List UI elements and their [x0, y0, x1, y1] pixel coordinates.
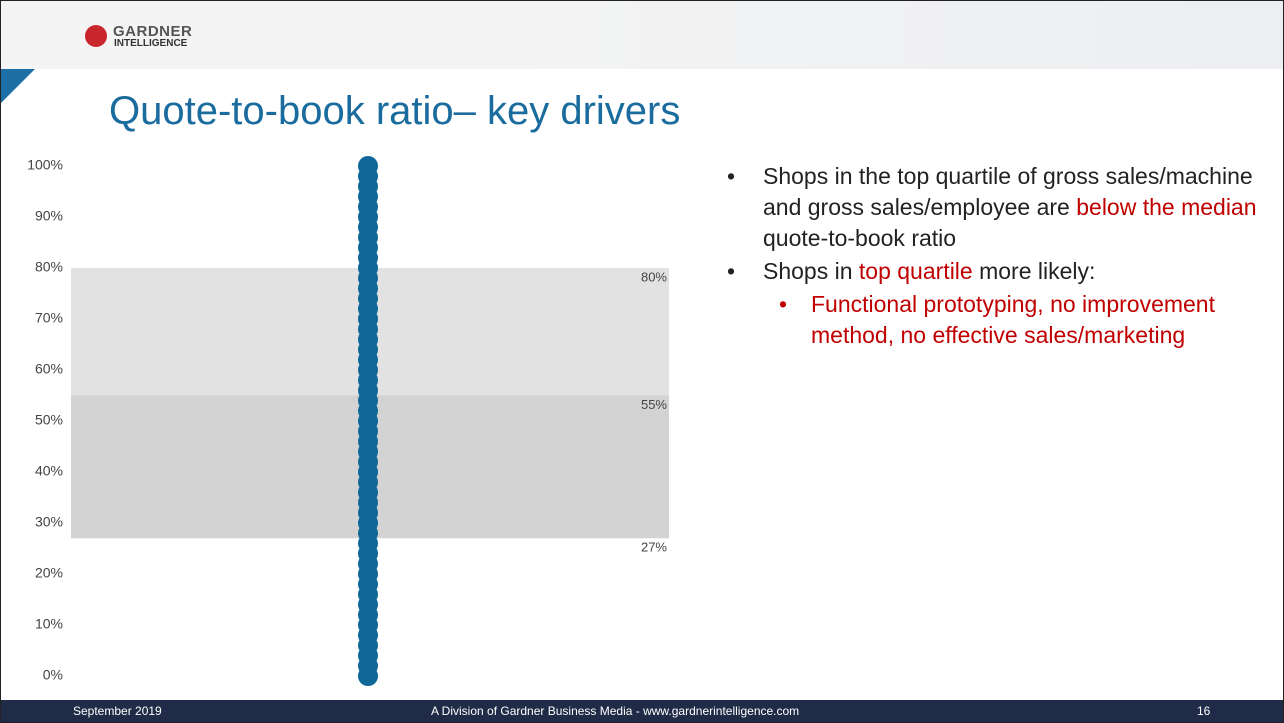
bullet: Shops in top quartile more likely:: [723, 256, 1273, 287]
bullet-text: Functional prototyping, no improvement m…: [811, 291, 1215, 348]
reference-label: 55%: [641, 397, 667, 412]
y-tick-label: 30%: [35, 514, 63, 530]
bullet-list: Shops in the top quartile of gross sales…: [723, 161, 1273, 353]
bullet-text: Shops in: [763, 258, 859, 284]
logo-text: INTELLIGENCE: [114, 38, 188, 49]
footer-text: A Division of Gardner Business Media - w…: [431, 704, 800, 718]
bullet-text: more likely:: [972, 258, 1096, 284]
y-tick-label: 70%: [35, 310, 63, 326]
chart: 80% 55% 27% 0% 10% 20% 30% 40% 50% 60% 70% 80% 90% 10…: [27, 156, 669, 686]
logo-mark: [85, 25, 107, 47]
bullet: Shops in the top quartile of gross sales…: [723, 161, 1273, 254]
y-tick-label: 90%: [35, 208, 63, 224]
bullet-text: Shops in the top quartile of gross sales…: [763, 163, 1253, 220]
footer: September 2019 A Division of Gardner Bus…: [1, 700, 1283, 722]
page-number: 16: [1197, 704, 1211, 718]
bullet-text: below the median: [1076, 194, 1257, 220]
header-band: [1, 1, 1283, 69]
accent-triangle: [1, 69, 35, 103]
y-tick-label: 60%: [35, 361, 63, 377]
y-tick-label: 100%: [27, 157, 63, 173]
y-tick-label: 50%: [35, 412, 63, 428]
dot: [358, 156, 378, 176]
reference-label: 80%: [641, 269, 667, 284]
y-tick-label: 20%: [35, 565, 63, 581]
bullet-text: quote-to-book ratio: [763, 225, 957, 251]
bullet: Functional prototyping, no improvement m…: [723, 289, 1273, 351]
slide-title: Quote-to-book ratio– key drivers: [109, 89, 681, 133]
logo-text: GARDNER: [113, 23, 193, 40]
y-tick-label: 0%: [43, 667, 63, 683]
y-tick-label: 40%: [35, 463, 63, 479]
reference-label: 27%: [641, 540, 667, 555]
footer-date: September 2019: [73, 704, 162, 718]
y-tick-label: 80%: [35, 259, 63, 275]
y-tick-label: 10%: [35, 616, 63, 632]
bullet-text: top quartile: [858, 258, 973, 284]
